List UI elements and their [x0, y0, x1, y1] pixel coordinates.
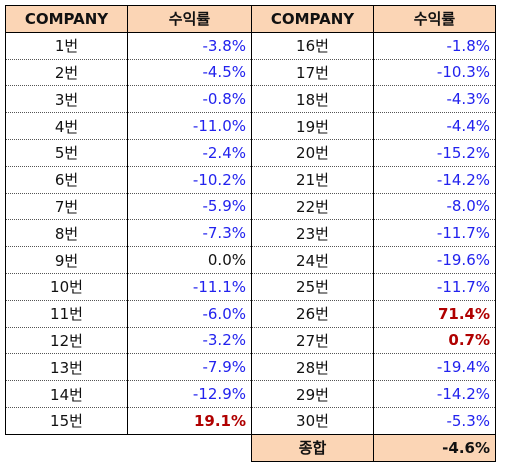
table-row: 1번 -3.8% 16번 -1.8%	[5, 32, 496, 60]
return-cell[interactable]: 0.0%	[127, 246, 252, 274]
company-cell[interactable]: 19번	[251, 112, 374, 140]
return-cell[interactable]: -11.7%	[373, 273, 496, 301]
company-cell[interactable]: 15번	[5, 407, 128, 435]
company-cell[interactable]: 13번	[5, 353, 128, 382]
return-cell[interactable]: -6.0%	[127, 300, 252, 328]
company-cell[interactable]: 11번	[5, 300, 128, 328]
return-cell[interactable]: -4.4%	[373, 112, 496, 140]
return-cell[interactable]: -7.9%	[127, 353, 252, 382]
return-cell[interactable]: -3.8%	[127, 32, 252, 60]
company-cell[interactable]: 5번	[5, 139, 128, 167]
table-row: 7번 -5.9% 22번 -8.0%	[5, 193, 496, 221]
return-cell[interactable]: -12.9%	[127, 380, 252, 408]
company-cell[interactable]: 9번	[5, 246, 128, 274]
return-cell[interactable]: -8.0%	[373, 193, 496, 221]
return-cell[interactable]: -7.3%	[127, 219, 252, 248]
total-label[interactable]: 종합	[251, 433, 374, 462]
return-cell[interactable]: -5.3%	[373, 407, 496, 435]
table-row: 3번 -0.8% 18번 -4.3%	[5, 85, 496, 114]
table-row: 11번 -6.0% 26번 71.4%	[5, 300, 496, 328]
return-cell[interactable]: -2.4%	[127, 139, 252, 167]
return-cell[interactable]: 0.7%	[373, 327, 496, 355]
return-cell[interactable]: -11.1%	[127, 273, 252, 301]
table-row: 15번 19.1% 30번 -5.3%	[5, 407, 496, 435]
table-row: 2번 -4.5% 17번 -10.3%	[5, 59, 496, 87]
empty-cell	[128, 434, 252, 461]
company-cell[interactable]: 21번	[251, 166, 374, 194]
return-cell[interactable]: -14.2%	[373, 380, 496, 408]
table-row: 6번 -10.2% 21번 -14.2%	[5, 166, 496, 194]
table-row: 12번 -3.2% 27번 0.7%	[5, 327, 496, 355]
header-row: COMPANY 수익률 COMPANY 수익률	[5, 5, 496, 33]
company-cell[interactable]: 10번	[5, 273, 128, 301]
table-row: 5번 -2.4% 20번 -15.2%	[5, 139, 496, 167]
company-cell[interactable]: 1번	[5, 32, 128, 60]
table-row: 14번 -12.9% 29번 -14.2%	[5, 380, 496, 408]
total-value[interactable]: -4.6%	[373, 433, 496, 462]
table-row: 13번 -7.9% 28번 -19.4%	[5, 353, 496, 382]
company-cell[interactable]: 17번	[251, 59, 374, 87]
company-cell[interactable]: 18번	[251, 85, 374, 114]
table-row: 10번 -11.1% 25번 -11.7%	[5, 273, 496, 301]
table-row: 8번 -7.3% 23번 -11.7%	[5, 219, 496, 248]
company-cell[interactable]: 14번	[5, 380, 128, 408]
company-cell[interactable]: 2번	[5, 59, 128, 87]
company-cell[interactable]: 23번	[251, 219, 374, 248]
company-cell[interactable]: 22번	[251, 193, 374, 221]
return-cell[interactable]: -10.3%	[373, 59, 496, 87]
total-row: 종합 -4.6%	[6, 433, 496, 462]
return-cell[interactable]: -19.4%	[373, 353, 496, 382]
company-cell[interactable]: 16번	[251, 32, 374, 60]
return-cell[interactable]: -0.8%	[127, 85, 252, 114]
return-cell[interactable]: -11.7%	[373, 219, 496, 248]
header-company-right[interactable]: COMPANY	[251, 5, 374, 33]
return-cell[interactable]: -11.0%	[127, 112, 252, 140]
return-cell[interactable]: 19.1%	[127, 407, 252, 435]
header-return-left[interactable]: 수익률	[127, 5, 252, 33]
company-cell[interactable]: 3번	[5, 85, 128, 114]
company-cell[interactable]: 8번	[5, 219, 128, 248]
table-row: 9번 0.0% 24번 -19.6%	[5, 246, 496, 274]
company-cell[interactable]: 28번	[251, 353, 374, 382]
table-row: 4번 -11.0% 19번 -4.4%	[5, 112, 496, 140]
returns-table: COMPANY 수익률 COMPANY 수익률 1번 -3.8% 16번 -1.8% 2…	[5, 5, 496, 462]
company-cell[interactable]: 25번	[251, 273, 374, 301]
return-cell[interactable]: -3.2%	[127, 327, 252, 355]
company-cell[interactable]: 6번	[5, 166, 128, 194]
company-cell[interactable]: 26번	[251, 300, 374, 328]
company-cell[interactable]: 24번	[251, 246, 374, 274]
return-cell[interactable]: -14.2%	[373, 166, 496, 194]
return-cell[interactable]: -10.2%	[127, 166, 252, 194]
company-cell[interactable]: 29번	[251, 380, 374, 408]
company-cell[interactable]: 27번	[251, 327, 374, 355]
company-cell[interactable]: 30번	[251, 407, 374, 435]
return-cell[interactable]: 71.4%	[373, 300, 496, 328]
return-cell[interactable]: -4.3%	[373, 85, 496, 114]
company-cell[interactable]: 20번	[251, 139, 374, 167]
header-company-left[interactable]: COMPANY	[5, 5, 128, 33]
return-cell[interactable]: -5.9%	[127, 193, 252, 221]
company-cell[interactable]: 4번	[5, 112, 128, 140]
company-cell[interactable]: 12번	[5, 327, 128, 355]
header-return-right[interactable]: 수익률	[373, 5, 496, 33]
empty-cell	[6, 434, 128, 461]
return-cell[interactable]: -1.8%	[373, 32, 496, 60]
return-cell[interactable]: -15.2%	[373, 139, 496, 167]
return-cell[interactable]: -19.6%	[373, 246, 496, 274]
company-cell[interactable]: 7번	[5, 193, 128, 221]
return-cell[interactable]: -4.5%	[127, 59, 252, 87]
